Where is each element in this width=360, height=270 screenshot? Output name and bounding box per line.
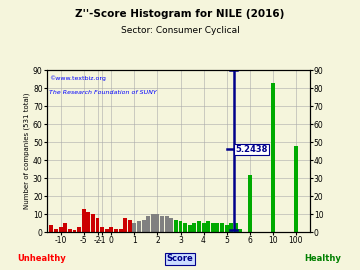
Bar: [86, 212, 90, 232]
Y-axis label: Number of companies (531 total): Number of companies (531 total): [24, 93, 30, 210]
Text: Healthy: Healthy: [304, 254, 341, 263]
Bar: [54, 229, 58, 232]
Bar: [179, 221, 183, 232]
Bar: [91, 214, 95, 232]
Bar: [271, 83, 275, 232]
Text: Unhealthy: Unhealthy: [17, 254, 66, 263]
Bar: [202, 223, 206, 232]
Bar: [77, 227, 81, 232]
Bar: [118, 229, 122, 232]
Bar: [63, 223, 67, 232]
Text: 5.2438: 5.2438: [235, 145, 267, 154]
Bar: [234, 223, 238, 232]
Bar: [248, 175, 252, 232]
Bar: [156, 214, 159, 232]
Bar: [128, 220, 132, 232]
Bar: [206, 221, 210, 232]
Bar: [82, 209, 86, 232]
Text: Z''-Score Histogram for NILE (2016): Z''-Score Histogram for NILE (2016): [75, 9, 285, 19]
Bar: [72, 230, 76, 232]
Bar: [59, 227, 63, 232]
Bar: [123, 218, 127, 232]
Bar: [225, 225, 229, 232]
Bar: [105, 229, 109, 232]
Text: Sector: Consumer Cyclical: Sector: Consumer Cyclical: [121, 26, 239, 35]
Bar: [238, 229, 242, 232]
Text: Score: Score: [167, 254, 193, 263]
Bar: [137, 221, 141, 232]
Bar: [169, 218, 173, 232]
Bar: [215, 223, 219, 232]
Bar: [197, 221, 201, 232]
Bar: [132, 223, 136, 232]
Bar: [151, 214, 155, 232]
Bar: [211, 223, 215, 232]
Bar: [165, 216, 168, 232]
Bar: [220, 223, 224, 232]
Bar: [188, 225, 192, 232]
Bar: [49, 225, 53, 232]
Bar: [100, 227, 104, 232]
Text: ©www.textbiz.org: ©www.textbiz.org: [49, 75, 106, 81]
Bar: [142, 220, 145, 232]
Bar: [183, 223, 187, 232]
Bar: [68, 229, 72, 232]
Bar: [160, 216, 164, 232]
Text: The Research Foundation of SUNY: The Research Foundation of SUNY: [49, 90, 157, 95]
Bar: [95, 218, 99, 232]
Bar: [192, 223, 196, 232]
Bar: [146, 216, 150, 232]
Bar: [109, 227, 113, 232]
Bar: [114, 229, 118, 232]
Bar: [229, 223, 233, 232]
Bar: [294, 146, 298, 232]
Bar: [174, 220, 178, 232]
